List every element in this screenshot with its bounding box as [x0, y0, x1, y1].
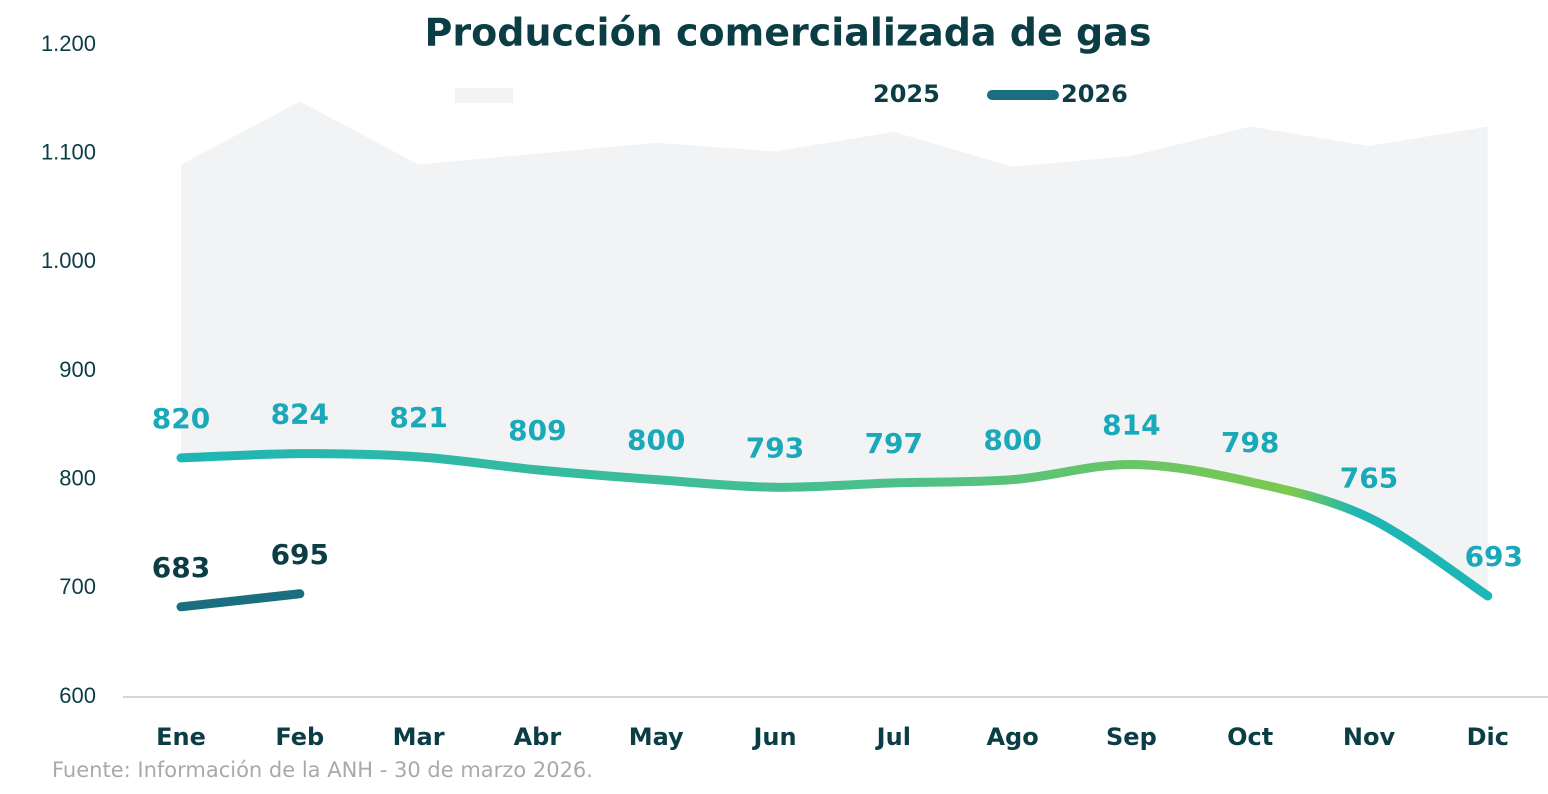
data-label: 798: [1221, 426, 1279, 459]
y-tick-label: 1.100: [41, 139, 96, 164]
y-tick-label: 1.000: [41, 248, 96, 273]
legend-label: 2026: [1061, 80, 1128, 108]
x-tick-label: Jul: [875, 723, 911, 751]
y-tick-label: 600: [59, 683, 96, 708]
x-tick-label: Oct: [1227, 723, 1273, 751]
data-label: 824: [271, 398, 329, 431]
data-label: 800: [627, 424, 685, 457]
area: [181, 101, 1488, 596]
y-tick-label: 900: [59, 357, 96, 382]
data-label: 765: [1340, 462, 1398, 495]
data-label: 797: [865, 427, 923, 460]
line: [176, 589, 305, 612]
data-label: 793: [746, 431, 804, 464]
data-label: 693: [1465, 540, 1523, 573]
data-label: 809: [508, 414, 566, 447]
x-tick-label: May: [629, 723, 684, 751]
legend-label: 2025: [873, 80, 940, 108]
data-label: 800: [983, 424, 1041, 457]
data-label: 695: [271, 538, 329, 571]
x-tick-label: Ago: [986, 723, 1038, 751]
data-label: 820: [152, 402, 210, 435]
source: Fuente: Información de la ANH - 30 de ma…: [52, 758, 593, 782]
x-tick-label: Nov: [1343, 723, 1396, 751]
x-tick-label: Sep: [1106, 723, 1157, 751]
x-tick-label: Dic: [1467, 723, 1509, 751]
x-tick-label: Jun: [751, 723, 796, 751]
x-tick-label: Abr: [514, 723, 562, 751]
x-tick-label: Mar: [393, 723, 445, 751]
chart-title: Producción comercializada de gas: [425, 11, 1152, 55]
data-label: 683: [152, 551, 210, 584]
legend-swatch: [455, 88, 513, 103]
y-tick-label: 1.200: [41, 31, 96, 56]
x-tick-label: Ene: [156, 723, 206, 751]
data-label: 814: [1102, 408, 1160, 441]
x-tick-label: Feb: [275, 723, 324, 751]
y-tick-label: 800: [59, 465, 96, 490]
line: [176, 449, 1493, 601]
y-tick-label: 700: [59, 574, 96, 599]
data-label: 821: [389, 401, 447, 434]
